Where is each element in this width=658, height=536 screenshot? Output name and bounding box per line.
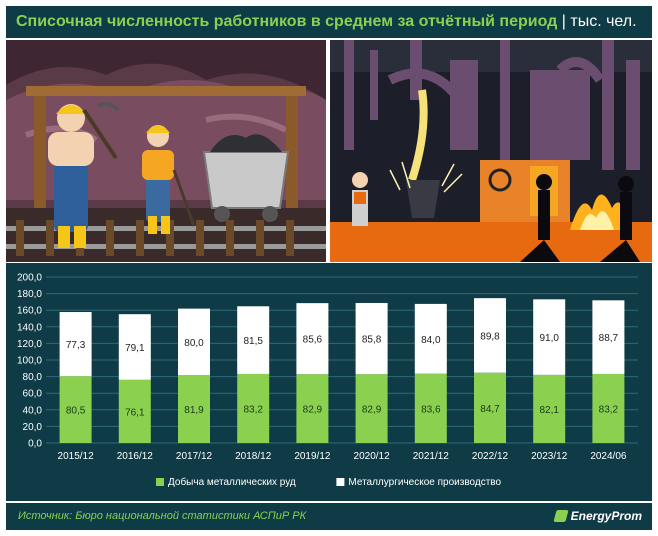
data-label: 82,9 (303, 405, 323, 416)
data-label: 81,5 (243, 336, 263, 347)
x-tick-label: 2022/12 (472, 451, 509, 462)
bar-segment (237, 373, 270, 443)
bar-segment (355, 374, 388, 443)
legend-swatch (336, 478, 345, 486)
x-tick-label: 2024/06 (590, 451, 627, 462)
data-label: 76,1 (125, 407, 145, 418)
bar-segment (474, 298, 506, 373)
bar-segment (414, 303, 447, 374)
bar-segment (178, 308, 210, 376)
y-tick-label: 160,0 (17, 306, 42, 317)
x-tick-label: 2015/12 (58, 451, 95, 462)
y-tick-label: 120,0 (17, 339, 42, 350)
data-label: 89,8 (480, 331, 500, 342)
data-label: 88,7 (599, 333, 619, 344)
bar-segment (296, 303, 329, 375)
y-tick-label: 140,0 (17, 322, 42, 333)
footer: Источник: Бюро национальной статистики А… (6, 503, 652, 530)
y-tick-label: 80,0 (23, 372, 43, 383)
bar-segment (533, 374, 566, 443)
y-tick-label: 100,0 (17, 356, 42, 367)
bar-segment (237, 306, 270, 374)
data-label: 79,1 (125, 343, 145, 354)
metallurgy-illustration (330, 40, 652, 262)
data-label: 81,9 (184, 405, 204, 416)
y-tick-label: 0,0 (28, 439, 42, 450)
data-label: 77,3 (66, 340, 86, 351)
brand-icon (553, 510, 569, 522)
page-title: Списочная численность работников в средн… (6, 6, 652, 38)
bar-segment (414, 373, 447, 443)
bar-segment (59, 312, 92, 377)
x-tick-label: 2023/12 (531, 451, 568, 462)
bar-segment (118, 379, 151, 443)
brand-logo: EnergyProm (553, 503, 642, 530)
y-tick-label: 60,0 (23, 389, 43, 400)
bar-segment (592, 373, 625, 443)
bar-segment (474, 372, 506, 443)
data-label: 80,5 (66, 406, 86, 417)
y-tick-label: 20,0 (23, 422, 43, 433)
data-label: 84,7 (480, 404, 500, 415)
x-tick-label: 2020/12 (354, 451, 391, 462)
legend-swatch (156, 478, 164, 486)
x-tick-label: 2016/12 (117, 451, 154, 462)
bar-segment (592, 300, 625, 374)
x-tick-label: 2017/12 (176, 451, 213, 462)
bar-segment (296, 374, 329, 443)
brand-name: EnergyProm (570, 509, 642, 523)
data-label: 91,0 (539, 333, 559, 344)
y-tick-label: 180,0 (17, 289, 42, 300)
x-tick-label: 2018/12 (235, 451, 272, 462)
bar-segment (533, 299, 566, 375)
chart-panel: 0,0 20,0 40,0 60,0 80,0 100,0 120,0 140,0 160,0 1… (6, 263, 652, 501)
bar-segment (118, 314, 151, 380)
data-label: 83,2 (243, 404, 263, 415)
bar-segment (355, 302, 388, 375)
y-tick-label: 200,0 (17, 273, 42, 284)
bar-segment (178, 375, 210, 443)
legend-label: Добыча металлических руд (168, 476, 296, 488)
data-label: 85,6 (303, 335, 323, 346)
legend-label: Металлургическое производство (348, 477, 501, 488)
data-label: 84,0 (421, 335, 441, 346)
data-label: 80,0 (184, 338, 204, 349)
bar-segment (59, 376, 92, 443)
data-label: 82,9 (362, 405, 382, 416)
y-tick-label: 40,0 (23, 405, 43, 416)
data-label: 82,1 (539, 405, 559, 416)
title-text: Списочная численность работников в средн… (16, 13, 558, 30)
data-label: 83,2 (599, 404, 619, 415)
title-unit: | тыс. чел. (557, 13, 637, 30)
x-tick-label: 2021/12 (413, 451, 450, 462)
data-label: 85,8 (362, 335, 382, 346)
x-tick-label: 2019/12 (294, 451, 331, 462)
source-note: Источник: Бюро национальной статистики А… (18, 510, 307, 522)
data-label: 83,6 (421, 404, 441, 415)
mining-illustration (6, 40, 326, 262)
stacked-bar-chart: 0,0 20,0 40,0 60,0 80,0 100,0 120,0 140,0 160,0 1… (17, 273, 638, 488)
